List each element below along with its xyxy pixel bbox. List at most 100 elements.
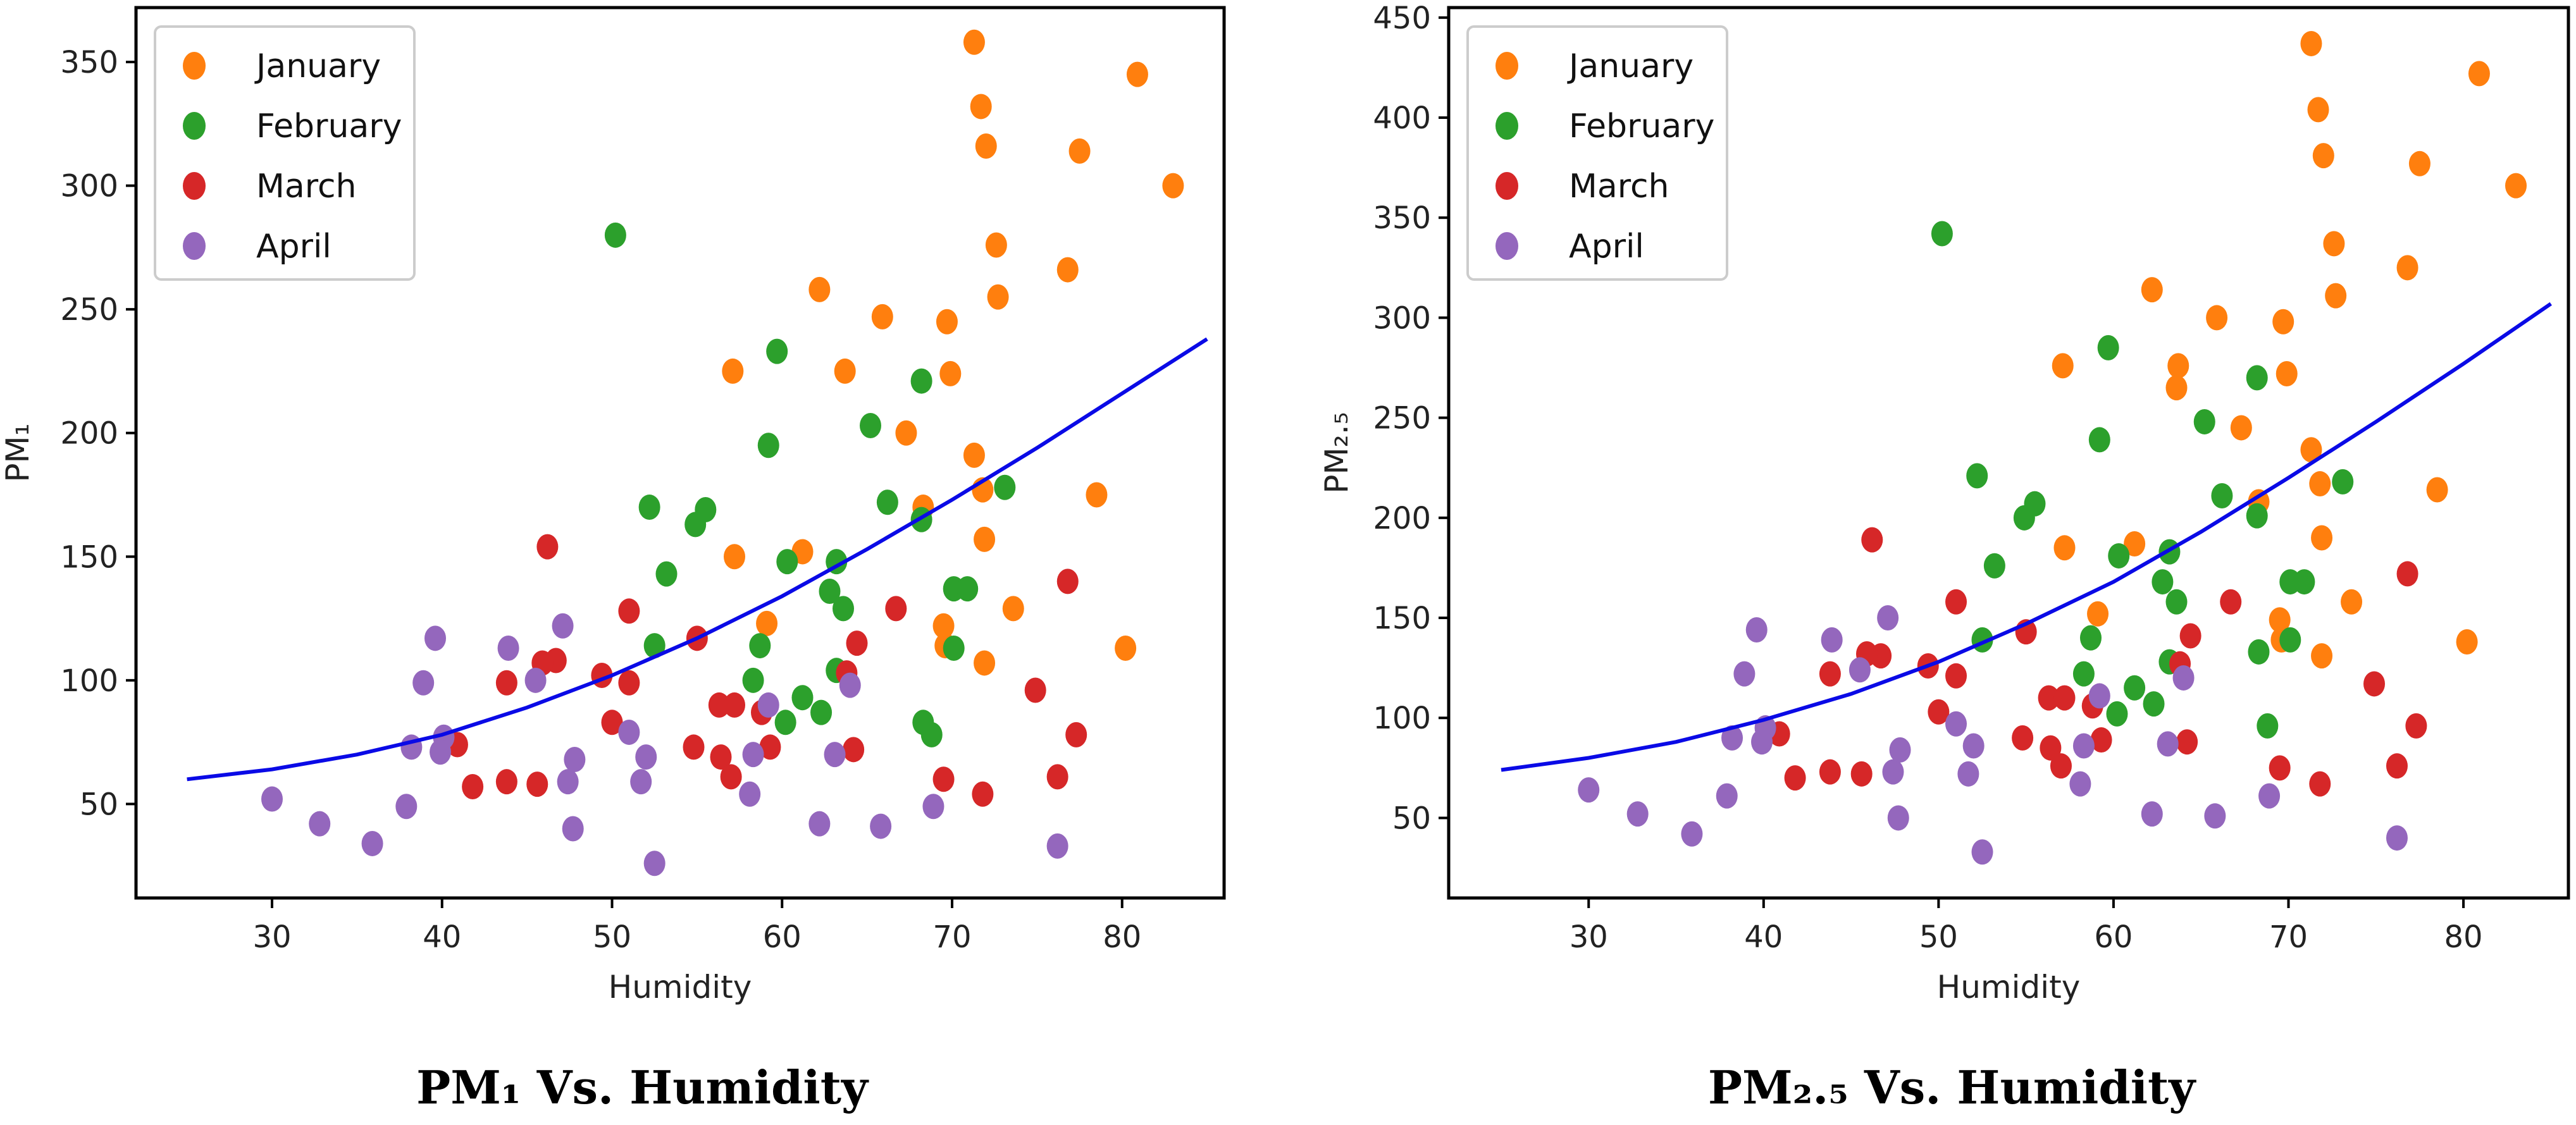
data-point [824, 742, 846, 768]
data-point [684, 512, 707, 538]
data-point [2309, 771, 2331, 797]
x-tick-label: 50 [593, 919, 631, 955]
data-point [2097, 335, 2119, 360]
data-point [1126, 61, 1148, 87]
data-point [2405, 713, 2427, 739]
data-point [1850, 761, 1873, 787]
data-point [1046, 764, 1068, 790]
data-point [2341, 589, 2363, 615]
data-point [957, 576, 979, 602]
data-point [2468, 61, 2490, 87]
data-point [2276, 361, 2298, 387]
data-point [412, 670, 435, 696]
data-point [2269, 607, 2291, 633]
data-point [2179, 623, 2201, 649]
data-point [630, 769, 652, 795]
data-point [2204, 803, 2226, 829]
pm25-humidity-chart: 30 40 50 60 70 80 50 100 150 200 250 300 350 400 450 Hu… [1318, 1, 2570, 1114]
data-point [742, 667, 764, 693]
data-point [1056, 569, 1079, 594]
data-point [791, 685, 814, 711]
legend-marker [183, 52, 206, 80]
data-point [2141, 801, 2163, 827]
data-point [974, 650, 996, 676]
x-tick-label: 70 [2269, 919, 2308, 955]
data-point [2279, 627, 2301, 653]
data-point [1068, 138, 1091, 164]
data-point [2167, 353, 2189, 379]
data-point [2152, 569, 2174, 595]
data-point [2038, 685, 2060, 711]
data-point [1861, 527, 1883, 553]
data-point [552, 613, 574, 639]
data-point [819, 579, 841, 605]
data-point [2408, 151, 2430, 176]
data-point [2141, 277, 2163, 303]
data-point [708, 692, 730, 718]
x-tick-label: 80 [1103, 919, 1141, 955]
data-point [774, 710, 796, 735]
data-point [1002, 596, 1024, 622]
data-point [557, 769, 579, 795]
series-march [1768, 527, 2427, 797]
data-point [524, 667, 547, 693]
data-point [1046, 833, 1068, 859]
data-point [1983, 553, 2005, 579]
x-tick-label: 60 [2094, 919, 2133, 955]
legend-label: February [256, 108, 402, 145]
legend-label: February [1569, 108, 1714, 145]
legend-label: March [1569, 168, 1669, 206]
data-point [2211, 483, 2233, 509]
plot-area [134, 6, 1226, 900]
legend-label: January [1567, 47, 1694, 85]
data-point [963, 442, 985, 468]
data-point [1115, 635, 1137, 661]
legend: January February March April [154, 25, 416, 281]
data-point [562, 816, 584, 842]
data-point [1928, 699, 1950, 725]
y-tick-label: 150 [60, 539, 118, 575]
data-point [2456, 629, 2478, 655]
data-point [724, 544, 745, 570]
data-point [1024, 677, 1046, 703]
data-point [2300, 437, 2322, 463]
data-point [970, 94, 992, 120]
series-february [1931, 221, 2354, 739]
data-point [2165, 589, 2188, 615]
data-point [2307, 97, 2329, 123]
data-point [2052, 353, 2074, 379]
y-tick-label: 350 [1373, 200, 1431, 236]
data-point [749, 633, 771, 659]
legend-marker [183, 232, 206, 260]
data-point [974, 526, 996, 552]
data-point [1962, 733, 1985, 759]
legend-marker [1495, 112, 1518, 140]
data-point [1877, 605, 1899, 631]
series-april [1578, 605, 2408, 865]
data-point [604, 222, 626, 248]
data-point [2040, 735, 2062, 761]
data-point [1681, 821, 1703, 847]
x-tick-label: 30 [1570, 919, 1608, 955]
data-point [1821, 627, 1843, 653]
data-point [1887, 805, 1909, 831]
data-point [2269, 755, 2291, 781]
data-point [2072, 733, 2095, 759]
data-point [2106, 701, 2128, 727]
data-point [638, 495, 660, 520]
data-point [1162, 173, 1184, 199]
fit-curve [1501, 302, 2552, 772]
data-point [943, 635, 965, 661]
data-point [2193, 409, 2215, 434]
data-point [683, 734, 705, 760]
data-point [2069, 771, 2091, 797]
data-point [972, 781, 994, 807]
data-point [766, 338, 788, 364]
x-axis-label: Humidity [609, 969, 752, 1005]
data-point [2176, 729, 2198, 755]
data-point [720, 764, 742, 790]
data-point [2309, 471, 2331, 497]
data-point [261, 786, 283, 812]
data-point [2325, 283, 2347, 309]
data-point [2124, 531, 2146, 556]
